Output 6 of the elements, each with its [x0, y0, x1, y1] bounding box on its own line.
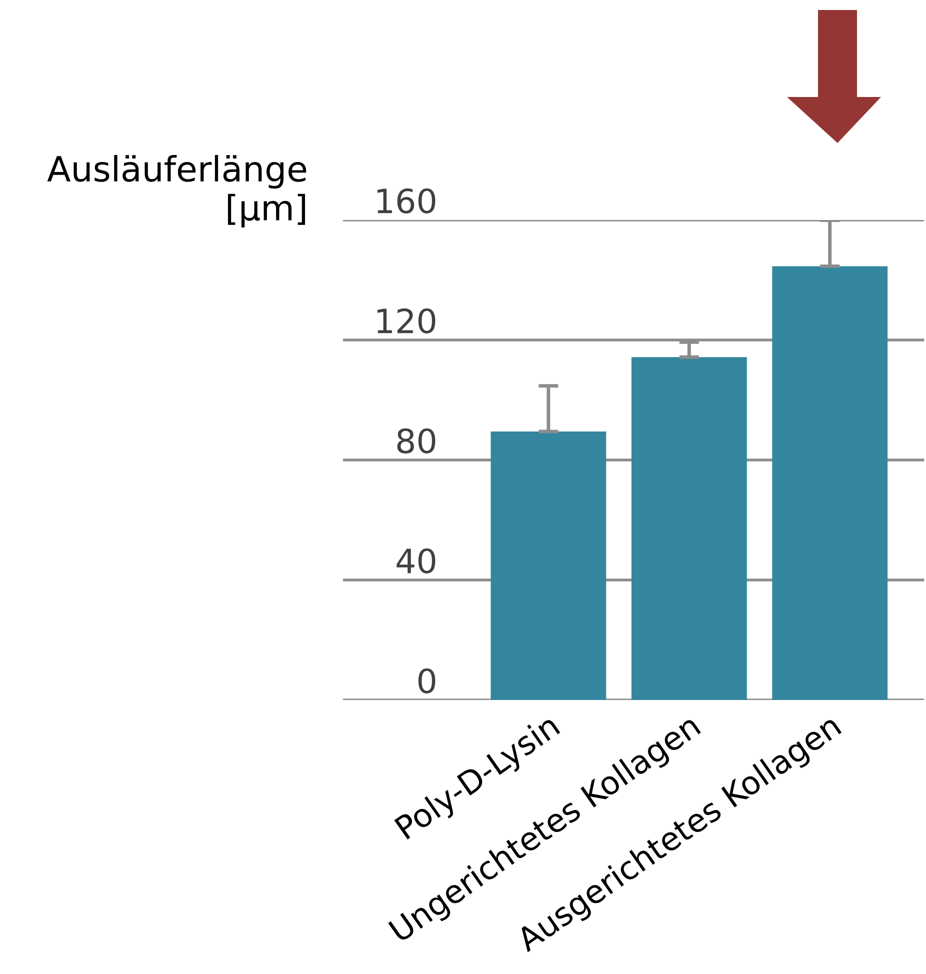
y-tick-label: 120: [377, 308, 436, 334]
y-tick-label: 0: [418, 668, 436, 694]
y-tick-label: 160: [377, 188, 436, 214]
y-tick-label: 40: [396, 548, 436, 574]
y-tick-label: 80: [397, 428, 436, 454]
y-axis-title: Ausläuferlänge [µm]: [47, 155, 306, 228]
